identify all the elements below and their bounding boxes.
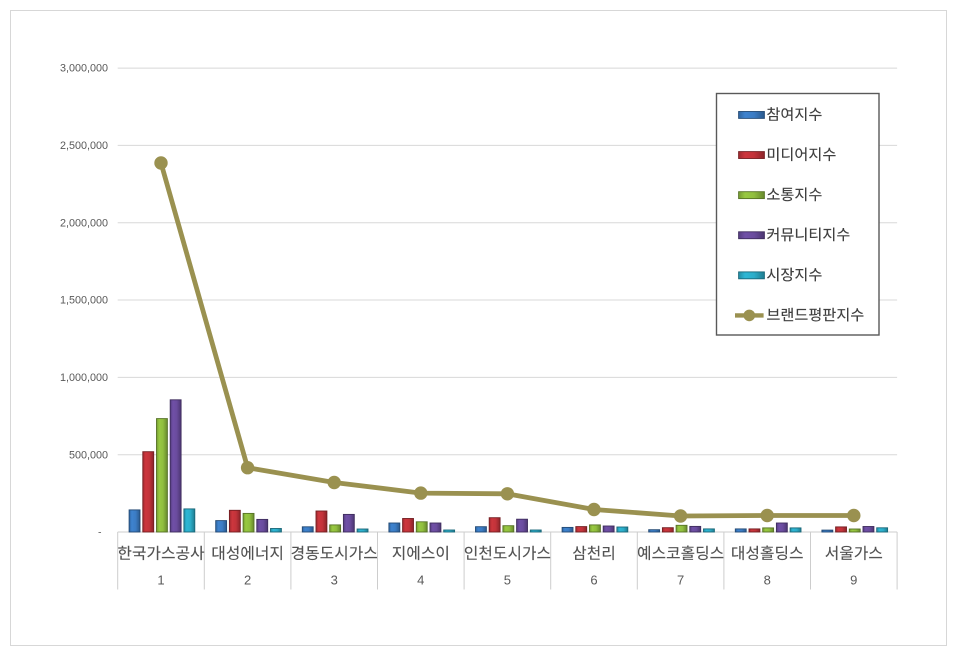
svg-text:5: 5 — [504, 573, 511, 588]
svg-text:1,500,000: 1,500,000 — [60, 295, 108, 307]
svg-text:1,000,000: 1,000,000 — [60, 372, 108, 384]
svg-text:8: 8 — [764, 573, 771, 588]
svg-text:-: - — [98, 527, 102, 539]
svg-text:500,000: 500,000 — [69, 449, 108, 461]
svg-text:3,000,000: 3,000,000 — [60, 63, 108, 75]
svg-text:6: 6 — [590, 573, 597, 588]
svg-text:4: 4 — [417, 573, 424, 588]
svg-text:9: 9 — [850, 573, 857, 588]
svg-text:1: 1 — [157, 573, 164, 588]
svg-text:2: 2 — [244, 573, 251, 588]
svg-text:2,000,000: 2,000,000 — [60, 217, 108, 229]
svg-text:7: 7 — [677, 573, 684, 588]
svg-text:3: 3 — [331, 573, 338, 588]
svg-text:2,500,000: 2,500,000 — [60, 140, 108, 152]
